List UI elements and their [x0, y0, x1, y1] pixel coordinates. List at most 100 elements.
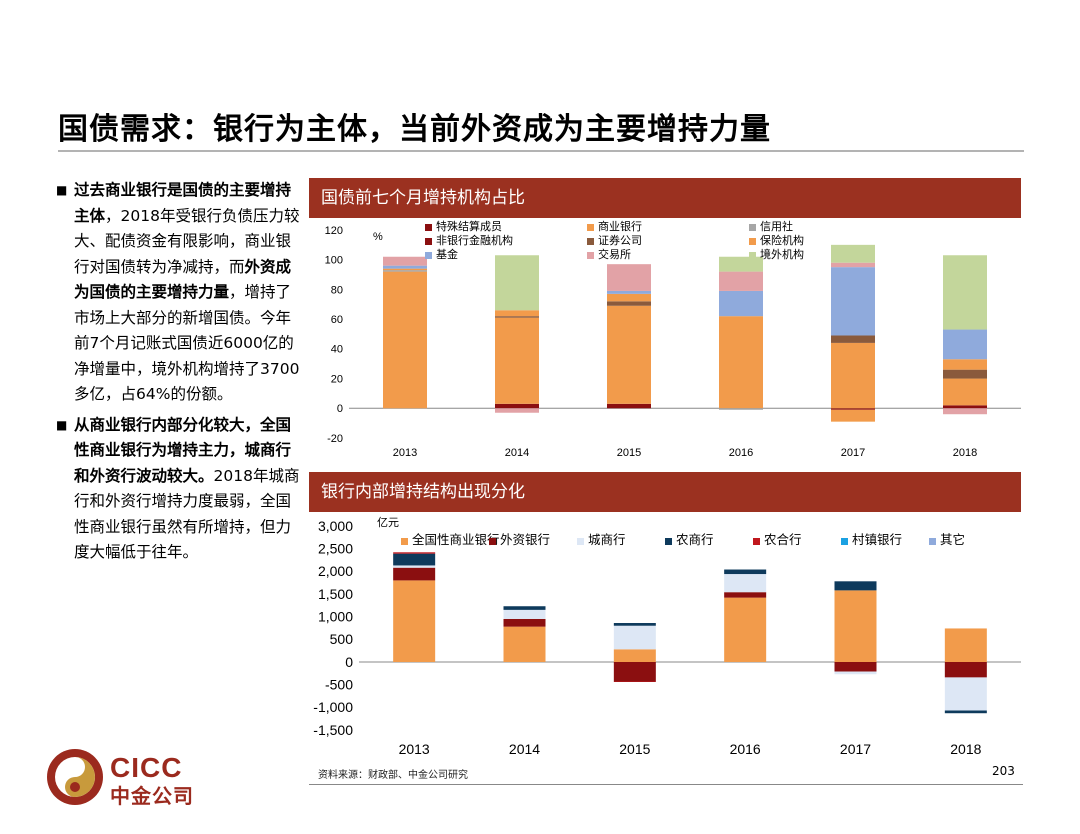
y-tick-label: 2,000: [318, 563, 353, 579]
legend-swatch: [587, 252, 594, 259]
page-title: 国债需求：银行为主体，当前外资成为主要增持力量: [58, 112, 771, 147]
bar-segment-2014: [495, 408, 539, 413]
bar-segment-2016: [719, 408, 763, 410]
bullet-text-2: 从商业银行内部分化较大，全国性商业银行为增持主力，城商行和外资行波动较大。201…: [74, 413, 306, 566]
bar-segment-2015: [607, 305, 651, 404]
cicc-logo-icon: [47, 749, 103, 805]
y-tick-label: 0: [345, 654, 353, 670]
legend-label: 非银行金融机构: [436, 233, 513, 247]
bullet-1-text-2: ，增持了市场上大部分的新增国债。今年前7个月记账式国债近6000亿的净增量中，境…: [74, 283, 300, 403]
bar-segment-2016: [724, 597, 767, 662]
legend-label: 交易所: [598, 247, 631, 261]
unit-label: 亿元: [377, 516, 399, 529]
legend-label: 证券公司: [598, 233, 642, 247]
y-tick-label: -500: [325, 677, 353, 693]
legend-swatch: [749, 238, 756, 245]
x-tick-label: 2017: [840, 741, 871, 757]
bar-segment-2016: [719, 271, 763, 291]
legend-swatch: [401, 538, 408, 545]
bar-segment-2017: [831, 342, 875, 409]
bar-segment-2015: [607, 293, 651, 302]
legend-swatch: [929, 538, 936, 545]
footer-divider: [309, 784, 1023, 785]
bar-segment-2018: [943, 405, 987, 409]
bar-segment-2014: [495, 255, 539, 311]
legend-label: 农商行: [676, 532, 714, 547]
y-tick-label: 120: [325, 225, 343, 237]
page-number: 203: [992, 764, 1015, 778]
chart-1-title: 国债前七个月增持机构占比: [309, 178, 1021, 218]
legend-swatch: [425, 238, 432, 245]
bar-segment-2013: [383, 271, 427, 409]
bar-segment-2016: [719, 290, 763, 317]
legend-swatch: [587, 224, 594, 231]
bar-segment-2015: [613, 625, 656, 650]
x-tick-label: 2016: [730, 741, 761, 757]
bar-segment-2013: [393, 552, 436, 554]
y-tick-label: 60: [331, 314, 343, 326]
bar-segment-2014: [495, 317, 539, 404]
title-divider: [58, 150, 1024, 152]
bar-segment-2015: [607, 290, 651, 294]
bar-segment-2018: [944, 662, 987, 678]
y-tick-label: 80: [331, 284, 343, 296]
y-tick-label: 500: [330, 631, 354, 647]
bar-segment-2014: [503, 618, 546, 627]
x-tick-label: 2014: [505, 447, 529, 459]
legend-label: 境外机构: [760, 247, 804, 261]
bar-segment-2015: [613, 623, 656, 626]
legend-swatch: [665, 538, 672, 545]
bar-segment-2017: [831, 244, 875, 263]
x-tick-label: 2014: [509, 741, 540, 757]
y-tick-label: -1,000: [313, 699, 353, 715]
bar-segment-2013: [393, 567, 436, 581]
y-tick-label: 100: [325, 255, 343, 267]
bar-segment-2014: [503, 626, 546, 662]
x-tick-label: 2016: [729, 447, 753, 459]
bullet-text-1: 过去商业银行是国债的主要增持主体，2018年受银行负债压力较大、配债资金有限影响…: [74, 178, 306, 408]
bullet-1-text-1: ，2018年受银行负债压力较大、配债资金有限影响，商业银行对国债转为净减持，而: [74, 206, 300, 276]
bar-segment-2018: [944, 710, 987, 714]
legend-swatch: [425, 224, 432, 231]
legend-label: 保险机构: [760, 233, 804, 247]
bar-segment-2015: [613, 662, 656, 682]
bar-segment-2017: [834, 662, 877, 672]
bullet-item-2: ■ 从商业银行内部分化较大，全国性商业银行为增持主力，城商行和外资行波动较大。2…: [56, 413, 306, 566]
chart-2-bank-structure: -1,500 -1,000 -500 0 500 1,000 1,500 2,000 2,500…: [313, 516, 1021, 757]
x-tick-label: 2018: [953, 447, 977, 459]
bar-segment-2018: [944, 677, 987, 711]
bullet-list: ■ 过去商业银行是国债的主要增持主体，2018年受银行负债压力较大、配债资金有限…: [56, 178, 306, 571]
legend-swatch: [425, 252, 432, 259]
bar-segment-2013: [383, 256, 427, 266]
bar-segment-2017: [834, 671, 877, 675]
bar-segment-2015: [613, 649, 656, 662]
bullet-1-bold-1: 过去商业银行是国债的主要增持主体: [74, 181, 292, 225]
x-tick-label: 2015: [619, 741, 650, 757]
bullet-2-text-1: 2018年城商行和外资行增持力度最弱，全国性商业银行虽然有所增持，但力度大幅低于…: [74, 466, 300, 562]
bar-segment-2013: [393, 565, 436, 568]
y-tick-label: -1,500: [313, 722, 353, 738]
bar-segment-2013: [383, 270, 427, 272]
source-note: 资料来源：财政部、中金公司研究: [318, 770, 468, 781]
bar-segment-2018: [943, 329, 987, 360]
legend-swatch: [749, 224, 756, 231]
y-tick-label: 3,000: [318, 518, 353, 534]
legend-swatch: [489, 538, 496, 545]
bar-segment-2016: [724, 592, 767, 598]
legend-swatch: [577, 538, 584, 545]
bar-segment-2014: [495, 316, 539, 318]
bar-segment-2017: [831, 408, 875, 410]
bar-segment-2017: [831, 409, 875, 422]
square-bullet-icon: ■: [56, 183, 68, 197]
bar-segment-2014: [503, 609, 546, 619]
square-bullet-icon: ■: [56, 417, 68, 432]
logo-text-en: CICC: [110, 752, 183, 783]
y-tick-label: 0: [337, 403, 343, 415]
x-tick-label: 2013: [399, 741, 430, 757]
legend-label: 商业银行: [598, 219, 642, 233]
legend-label: 全国性商业银行: [412, 532, 500, 547]
legend-swatch: [841, 538, 848, 545]
legend-label: 外资银行: [500, 533, 550, 547]
bar-segment-2015: [607, 403, 651, 409]
bar-segment-2013: [393, 580, 436, 662]
